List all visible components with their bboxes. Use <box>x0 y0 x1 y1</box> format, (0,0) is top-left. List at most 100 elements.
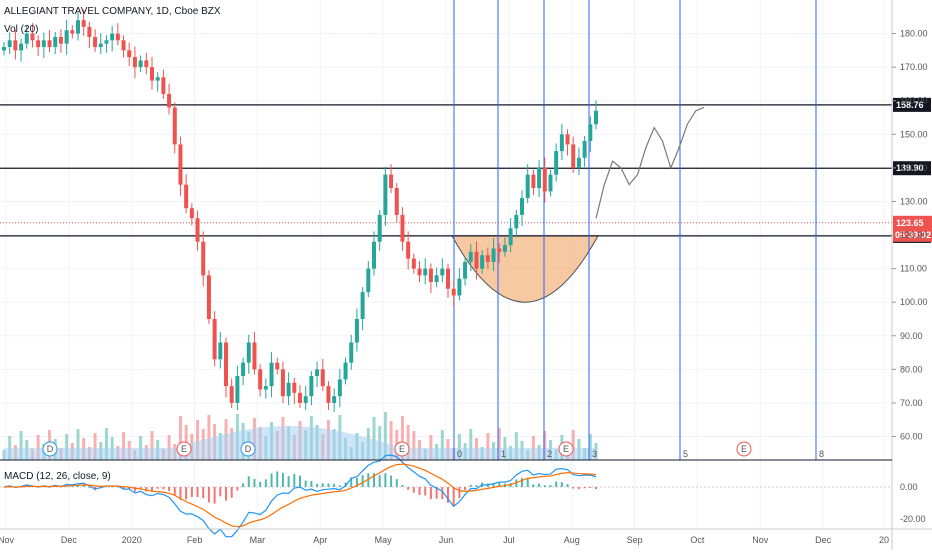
macd-histogram-bar <box>230 487 233 498</box>
candle-body <box>184 184 189 209</box>
macd-histogram-bar <box>492 483 495 487</box>
candle-body <box>582 141 587 158</box>
wave-label: 0 <box>457 449 462 459</box>
candle-body <box>502 245 507 252</box>
candle-body <box>480 255 485 269</box>
candle-body <box>343 362 348 380</box>
macd-histogram-bar <box>270 473 273 487</box>
candle-body <box>559 134 564 152</box>
projection-path <box>595 106 705 219</box>
x-tick-label: Sep <box>627 535 643 545</box>
macd-histogram-bar <box>253 478 256 487</box>
y-tick-label: 70.00 <box>900 398 923 408</box>
x-tick-label: Feb <box>187 535 203 545</box>
x-tick-label: Aug <box>564 535 580 545</box>
symbol-title: ALLEGIANT TRAVEL COMPANY, 1D, Cboe BZX <box>4 6 221 17</box>
candle-body <box>144 60 149 68</box>
candle-body <box>138 60 143 68</box>
level-label: 139.90 <box>896 163 924 173</box>
x-tick-label: Jul <box>503 535 515 545</box>
macd-histogram-bar <box>213 487 216 504</box>
candle-body <box>292 382 297 393</box>
macd-histogram-bar <box>321 483 324 487</box>
volume-bar <box>167 435 171 460</box>
macd-pane: 0.00 -20.00 <box>0 454 926 538</box>
candle-body <box>326 386 331 403</box>
macd-histogram-bar <box>310 480 313 487</box>
candle-body <box>531 174 536 189</box>
volume-bar <box>36 435 40 460</box>
candle-body <box>542 167 547 192</box>
volume-bar <box>406 425 410 460</box>
macd-histogram-bar <box>447 487 449 503</box>
level-tag <box>893 97 931 112</box>
dividend-marker <box>240 441 256 457</box>
candle-body <box>155 77 160 81</box>
candle-body <box>246 342 251 363</box>
candle-body <box>446 268 450 289</box>
candle-body <box>167 94 172 108</box>
macd-histogram-bar <box>464 487 467 491</box>
macd-histogram-bar <box>299 475 301 487</box>
candle-body <box>41 40 46 48</box>
volume-bar <box>469 429 473 460</box>
candle-body <box>497 248 502 252</box>
macd-histogram-bar <box>583 487 586 489</box>
macd-histogram-bar <box>281 472 284 487</box>
macd-histogram-bar <box>287 476 290 487</box>
macd-histogram-bar <box>555 481 558 487</box>
macd-histogram-bar <box>424 487 427 496</box>
candle-body <box>525 174 530 199</box>
x-tick-label: 2020 <box>122 535 142 545</box>
earnings-marker-label: E <box>181 444 187 454</box>
macd-histogram-bar <box>59 487 62 488</box>
macd-histogram-bar <box>3 487 5 488</box>
macd-histogram-bar <box>133 487 136 492</box>
macd-histogram-bar <box>116 486 119 488</box>
candle-body <box>258 369 263 390</box>
macd-histogram-bar <box>412 487 415 493</box>
macd-histogram-bar <box>589 487 592 488</box>
candle-body <box>275 362 280 370</box>
volume-bar <box>588 434 592 460</box>
macd-histogram-bar <box>293 473 296 487</box>
macd-histogram-bar <box>435 487 438 499</box>
volume-bar <box>65 434 69 460</box>
earnings-marker <box>394 441 410 457</box>
macd-histogram-bar <box>139 487 142 490</box>
macd-histogram-bar <box>378 475 381 487</box>
candle-body <box>554 151 559 175</box>
candle-body <box>377 214 382 242</box>
volume-bar <box>150 431 154 460</box>
dividend-marker <box>42 441 58 457</box>
candle-body <box>474 251 479 269</box>
candle-body <box>434 275 439 283</box>
macd-histogram-bar <box>344 482 347 487</box>
cup-shape <box>451 235 599 303</box>
candle-body <box>457 278 462 296</box>
dividend-marker-label: D <box>47 444 54 454</box>
candle-body <box>178 144 183 185</box>
candle-body <box>195 218 200 242</box>
macd-histogram-bar <box>572 487 575 489</box>
candle-body <box>132 57 137 68</box>
candle-body <box>383 174 388 215</box>
macd-histogram-bar <box>566 484 569 487</box>
candle-body <box>201 241 206 276</box>
macd-histogram-bar <box>333 483 336 487</box>
candle-body <box>571 144 576 168</box>
candle-body <box>70 30 75 34</box>
macd-histogram-bar <box>521 477 523 487</box>
macd-histogram-bar <box>207 487 210 503</box>
macd-histogram-bar <box>316 483 319 487</box>
y-tick-label: 150.00 <box>900 129 928 139</box>
macd-histogram-bar <box>247 476 250 487</box>
macd-histogram-bar <box>202 487 205 499</box>
y-tick-label: 120.00 <box>900 230 928 240</box>
x-tick-label: Oct <box>690 535 705 545</box>
macd-histogram-bar <box>595 487 597 490</box>
candle-body <box>241 362 246 377</box>
candle-body <box>229 386 234 403</box>
x-tick-label: May <box>375 535 393 545</box>
